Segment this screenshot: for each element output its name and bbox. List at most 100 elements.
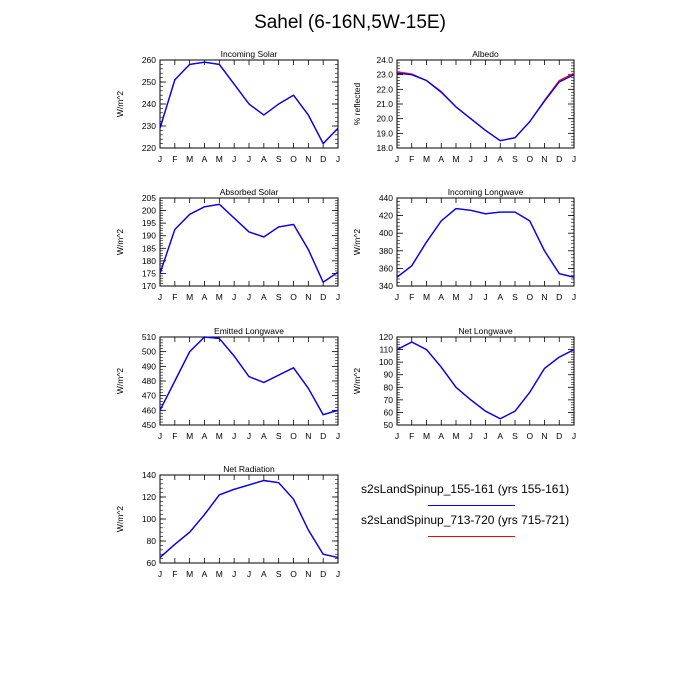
- x-tick-label: A: [497, 431, 503, 441]
- x-tick-label: J: [232, 292, 236, 302]
- x-tick-label: J: [395, 431, 399, 441]
- y-tick-label: 175: [142, 268, 156, 278]
- x-tick-label: A: [261, 292, 267, 302]
- x-tick-label: M: [452, 154, 459, 164]
- x-tick-label: J: [247, 154, 251, 164]
- x-tick-label: J: [158, 569, 162, 579]
- chart-title: Incoming Longwave: [448, 187, 524, 197]
- y-tick-label: 23.0: [376, 70, 393, 80]
- x-tick-label: D: [556, 292, 562, 302]
- x-tick-label: N: [541, 292, 547, 302]
- y-tick-label: 180: [142, 256, 156, 266]
- x-tick-label: O: [290, 154, 297, 164]
- y-tick-label: 60: [384, 407, 394, 417]
- x-tick-label: J: [395, 292, 399, 302]
- y-tick-label: 230: [142, 121, 156, 131]
- x-tick-label: F: [409, 154, 414, 164]
- x-tick-label: S: [512, 154, 518, 164]
- y-tick-label: 510: [142, 332, 156, 342]
- emitted-longwave-chart: Emitted Longwave W/m^2 450 460 470 480 490 500 5…: [115, 326, 340, 441]
- x-tick-label: S: [276, 569, 282, 579]
- chart-title: Absorbed Solar: [220, 187, 279, 197]
- x-tick-label: F: [172, 154, 177, 164]
- x-tick-label: J: [469, 292, 473, 302]
- main-title: Sahel (6-16N,5W-15E): [254, 12, 446, 33]
- plot-frame: [396, 59, 575, 149]
- x-tick-label: J: [483, 292, 487, 302]
- albedo-chart: Albedo % reflected 18.0 19.0 20.0 21.0 22.0 23.…: [352, 49, 576, 164]
- series-line-1: [159, 336, 339, 416]
- absorbed-solar-chart: Absorbed Solar W/m^2 170 175 180 185 190 195 200…: [115, 187, 340, 302]
- y-tick-label: 440: [379, 193, 393, 203]
- y-tick-label: 190: [142, 231, 156, 241]
- series-line-1: [396, 341, 575, 420]
- x-tick-label: A: [202, 154, 208, 164]
- x-tick-label: O: [290, 292, 297, 302]
- x-tick-label: F: [172, 292, 177, 302]
- plot-frame: [396, 197, 575, 287]
- x-tick-label: J: [572, 431, 576, 441]
- plot-frame: [159, 197, 339, 287]
- x-tick-label: D: [320, 154, 326, 164]
- y-axis-label: W/m^2: [115, 91, 125, 117]
- series-line-2: [159, 203, 339, 283]
- x-tick-label: M: [452, 431, 459, 441]
- x-tick-label: M: [216, 431, 223, 441]
- series-line-1: [396, 72, 575, 142]
- chart-title: Net Longwave: [458, 326, 513, 336]
- x-tick-label: S: [276, 431, 282, 441]
- y-tick-label: 460: [142, 405, 156, 415]
- x-tick-label: N: [541, 154, 547, 164]
- plot-frame: [159, 474, 339, 564]
- y-tick-label: 250: [142, 77, 156, 87]
- y-tick-label: 120: [142, 492, 156, 502]
- x-tick-label: F: [172, 431, 177, 441]
- y-axis-label: % reflected: [352, 82, 362, 125]
- x-tick-label: M: [452, 292, 459, 302]
- x-tick-label: A: [202, 569, 208, 579]
- plot-area: Albedo % reflected 18.0 19.0 20.0 21.0 22.0 23.…: [352, 49, 576, 164]
- y-tick-label: 70: [384, 395, 394, 405]
- y-axis-label: W/m^2: [115, 506, 125, 532]
- x-tick-label: J: [336, 154, 340, 164]
- y-tick-label: 240: [142, 99, 156, 109]
- y-tick-label: 260: [142, 55, 156, 65]
- x-tick-label: J: [336, 431, 340, 441]
- x-tick-label: O: [526, 431, 533, 441]
- series-line-1: [159, 479, 339, 559]
- series-line-2: [159, 479, 339, 559]
- x-tick-label: A: [497, 154, 503, 164]
- x-tick-label: J: [232, 154, 236, 164]
- x-tick-label: J: [336, 569, 340, 579]
- x-tick-label: J: [158, 431, 162, 441]
- x-tick-label: D: [320, 569, 326, 579]
- y-tick-label: 205: [142, 193, 156, 203]
- legend-label-run2: s2sLandSpinup_713-720 (yrs 715-721): [361, 513, 570, 527]
- chart-title: Albedo: [472, 49, 499, 59]
- x-tick-label: O: [290, 569, 297, 579]
- x-tick-label: J: [232, 431, 236, 441]
- y-tick-label: 100: [379, 357, 393, 367]
- x-tick-label: A: [438, 292, 444, 302]
- x-tick-label: J: [395, 154, 399, 164]
- x-tick-label: N: [541, 431, 547, 441]
- y-tick-label: 80: [384, 382, 394, 392]
- x-tick-label: A: [438, 431, 444, 441]
- legend-label-run1: s2sLandSpinup_155-161 (yrs 155-161): [361, 482, 570, 496]
- x-tick-label: J: [232, 569, 236, 579]
- x-tick-label: M: [216, 292, 223, 302]
- chart-title: Incoming Solar: [221, 49, 278, 59]
- y-tick-label: 110: [379, 345, 393, 355]
- chart-title: Net Radiation: [223, 464, 275, 474]
- x-tick-label: M: [186, 154, 193, 164]
- y-tick-label: 21.0: [376, 99, 393, 109]
- y-tick-label: 500: [142, 347, 156, 357]
- y-tick-label: 60: [147, 558, 157, 568]
- y-axis-label: W/m^2: [352, 229, 362, 255]
- x-tick-label: M: [423, 292, 430, 302]
- y-tick-label: 22.0: [376, 84, 393, 94]
